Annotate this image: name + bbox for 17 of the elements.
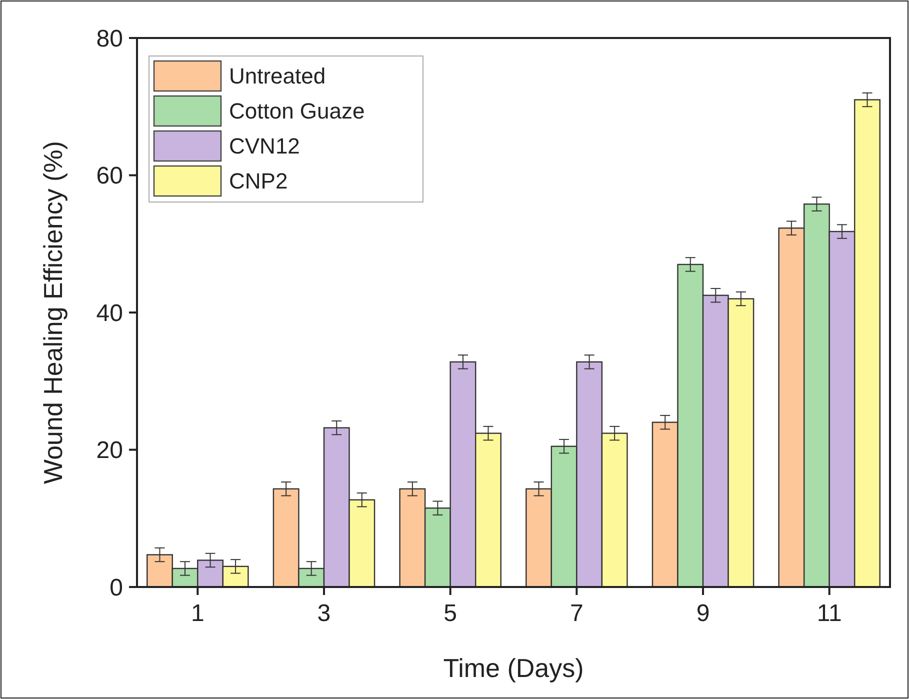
legend-label: Cotton Guaze: [229, 98, 365, 124]
y-axis-title: Wound Healing Efficiency (%): [38, 141, 68, 484]
x-tick-label: 9: [696, 600, 710, 627]
y-tick-label: 60: [96, 162, 123, 190]
legend-label: Untreated: [229, 64, 326, 89]
legend-label: CVN12: [229, 134, 300, 159]
x-tick-label: 11: [816, 600, 842, 627]
y-tick-label: 80: [96, 25, 123, 52]
x-tick-label: 5: [444, 600, 458, 627]
y-tick-label: 0: [110, 574, 123, 602]
x-tick-label: 3: [317, 600, 331, 627]
x-axis-title: Time (Days): [443, 653, 584, 683]
y-tick-label: 20: [96, 437, 123, 464]
x-tick-label: 1: [190, 600, 204, 627]
x-tick-label: 7: [570, 600, 584, 627]
legend-label: CNP2: [229, 168, 288, 194]
y-tick-label: 40: [96, 300, 123, 327]
